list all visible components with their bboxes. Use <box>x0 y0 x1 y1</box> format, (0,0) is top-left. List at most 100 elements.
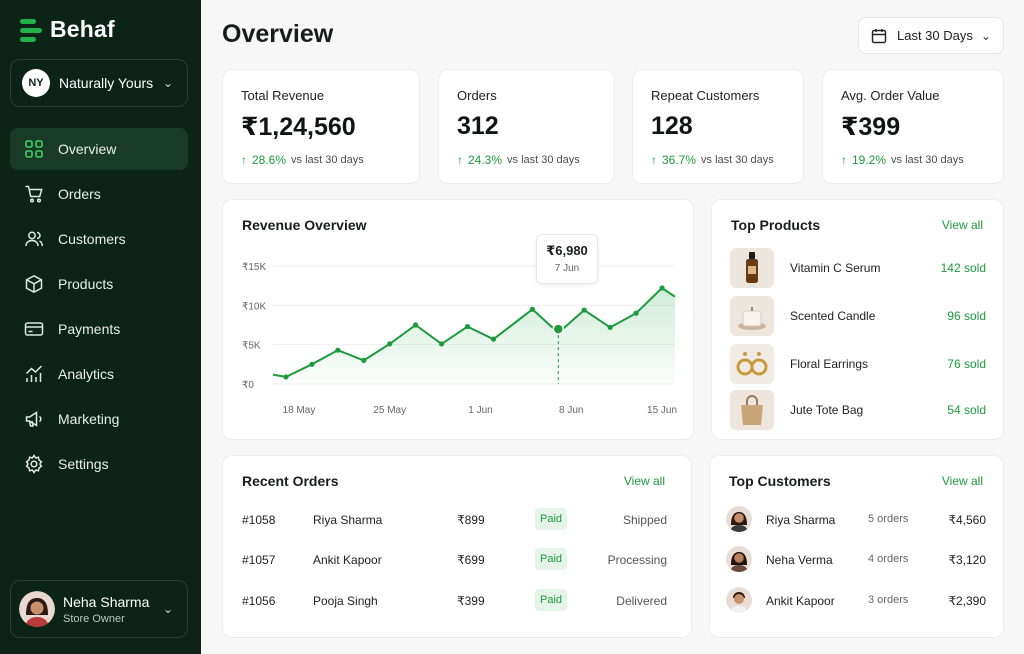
calendar-icon <box>871 28 887 43</box>
sidebar-item-products[interactable]: Products <box>10 263 188 305</box>
user-profile-menu[interactable]: Neha Sharma Store Owner ⌄ <box>10 580 188 638</box>
sidebar-item-settings[interactable]: Settings <box>10 443 188 485</box>
stat-label: Repeat Customers <box>651 88 760 103</box>
date-range-dropdown[interactable]: Last 30 Days ⌄ <box>858 17 1004 54</box>
top-customers-view-all-link[interactable]: View all <box>941 474 983 488</box>
list-item[interactable]: Ankit Kapoor 3 orders ₹2,390 <box>726 587 986 615</box>
order-status: Delivered <box>616 594 667 608</box>
list-item[interactable]: Vitamin C Serum 142 sold <box>730 247 986 289</box>
data-point <box>413 322 419 328</box>
data-point <box>581 307 587 313</box>
stat-change-percent: 36.7% <box>662 153 697 167</box>
date-range-label: Last 30 Days <box>897 28 973 43</box>
chevron-down-icon: ⌄ <box>162 76 173 90</box>
sidebar-item-orders[interactable]: Orders <box>10 173 188 215</box>
top-customers-title: Top Customers <box>729 473 831 489</box>
store-avatar: NY <box>22 69 50 97</box>
data-point <box>283 374 289 380</box>
list-item[interactable]: Riya Sharma 5 orders ₹4,560 <box>726 506 986 534</box>
top-customers-card: Top Customers View all Riya Sharma 5 ord… <box>709 455 1004 638</box>
table-row[interactable]: #1057 Ankit Kapoor ₹699 Paid Processing <box>242 548 667 572</box>
order-status: Processing <box>607 553 667 567</box>
stat-change-note: vs last 30 days <box>891 154 964 166</box>
stat-label: Total Revenue <box>241 88 325 103</box>
y-tick-label: ₹10K <box>242 301 266 312</box>
x-tick-label: 15 Jun <box>647 405 677 416</box>
stat-change: ↑ 19.2% vs last 30 days <box>841 153 964 167</box>
arrow-up-icon: ↑ <box>241 153 247 167</box>
revenue-chart[interactable]: ₹15K ₹10K ₹5K ₹0 18 May 25 May 1 Jun 8 Jun 15 Ju… <box>223 200 695 441</box>
x-tick-label: 1 Jun <box>468 405 492 416</box>
customer-total: ₹2,390 <box>948 594 986 608</box>
sidebar-item-customers[interactable]: Customers <box>10 218 188 260</box>
analytics-icon <box>25 365 43 382</box>
revenue-overview-card: ₹15K ₹10K ₹5K ₹0 18 May 25 May 1 Jun 8 Jun 15 Ju… <box>222 199 694 440</box>
data-point <box>438 341 445 347</box>
sidebar-item-label: Overview <box>58 141 117 157</box>
x-tick-label: 8 Jun <box>559 405 583 416</box>
stat-change: ↑ 24.3% vs last 30 days <box>457 153 580 167</box>
earrings-icon <box>730 344 774 384</box>
customer-orders: 5 orders <box>868 513 909 525</box>
brand-logo-icon <box>20 17 42 43</box>
candle-icon <box>730 296 774 336</box>
order-status: Shipped <box>622 513 667 527</box>
table-row[interactable]: #1058 Riya Sharma ₹899 Paid Shipped <box>242 508 667 532</box>
sidebar-item-analytics[interactable]: Analytics <box>10 353 188 395</box>
product-sold: 96 sold <box>947 309 986 323</box>
data-point <box>633 310 639 316</box>
arrow-up-icon: ↑ <box>457 153 463 167</box>
top-products-card: Top Products View all Vitamin C Serum 14… <box>711 199 1004 440</box>
sidebar-item-payments[interactable]: Payments <box>10 308 188 350</box>
product-name: Scented Candle <box>790 309 876 323</box>
avatar <box>726 506 752 532</box>
status-badge: Paid <box>535 508 567 530</box>
top-products-view-all-link[interactable]: View all <box>941 218 983 232</box>
megaphone-icon <box>25 411 42 427</box>
brand[interactable]: Behaf <box>20 16 115 43</box>
revenue-chart-title: Revenue Overview <box>242 217 367 233</box>
list-item[interactable]: Neha Verma 4 orders ₹3,120 <box>726 546 986 574</box>
stat-change: ↑ 36.7% vs last 30 days <box>651 153 774 167</box>
chevron-down-icon: ⌄ <box>980 28 991 43</box>
product-name: Vitamin C Serum <box>790 261 881 275</box>
list-item[interactable]: Scented Candle 96 sold <box>730 295 986 337</box>
order-amount: ₹699 <box>457 553 485 567</box>
order-id: #1057 <box>242 553 276 567</box>
order-customer: Ankit Kapoor <box>313 553 382 567</box>
customer-total: ₹4,560 <box>948 513 986 527</box>
product-sold: 142 sold <box>940 261 986 275</box>
sidebar: Behaf NY Naturally Yours ⌄ Overview Orde… <box>0 0 201 654</box>
list-item[interactable]: Jute Tote Bag 54 sold <box>730 389 986 431</box>
product-name: Jute Tote Bag <box>790 403 864 417</box>
stat-change-percent: 24.3% <box>468 153 503 167</box>
order-amount: ₹399 <box>457 594 485 608</box>
store-switcher[interactable]: NY Naturally Yours ⌄ <box>10 59 188 107</box>
arrow-up-icon: ↑ <box>841 153 847 167</box>
stat-label: Orders <box>457 88 497 103</box>
stat-change-percent: 28.6% <box>252 153 287 167</box>
table-row[interactable]: #1056 Pooja Singh ₹399 Paid Delivered <box>242 589 667 613</box>
stat-card-orders[interactable]: Orders 312 ↑ 24.3% vs last 30 days <box>438 69 615 184</box>
sidebar-item-label: Marketing <box>58 411 120 427</box>
sidebar-item-marketing[interactable]: Marketing <box>10 398 188 440</box>
users-icon <box>25 231 44 247</box>
store-name: Naturally Yours <box>59 75 154 91</box>
stat-card-repeat-customers[interactable]: Repeat Customers 128 ↑ 36.7% vs last 30 … <box>632 69 804 184</box>
cart-icon <box>25 185 43 203</box>
serum-bottle-icon <box>730 248 774 288</box>
chevron-down-icon: ⌄ <box>162 602 173 616</box>
product-sold: 54 sold <box>947 403 986 417</box>
stat-card-total-revenue[interactable]: Total Revenue ₹1,24,560 ↑ 28.6% vs last … <box>222 69 420 184</box>
sidebar-item-overview[interactable]: Overview <box>10 128 188 170</box>
x-tick-label: 18 May <box>283 405 316 416</box>
recent-orders-view-all-link[interactable]: View all <box>623 474 665 488</box>
stat-change-percent: 19.2% <box>852 153 887 167</box>
data-point <box>659 285 665 291</box>
y-tick-label: ₹5K <box>242 341 261 352</box>
list-item[interactable]: Floral Earrings 76 sold <box>730 343 986 385</box>
stat-card-avg-order-value[interactable]: Avg. Order Value ₹399 ↑ 19.2% vs last 30… <box>822 69 1004 184</box>
avatar <box>726 587 752 613</box>
customer-total: ₹3,120 <box>948 553 986 567</box>
customer-name: Neha Verma <box>766 553 833 567</box>
